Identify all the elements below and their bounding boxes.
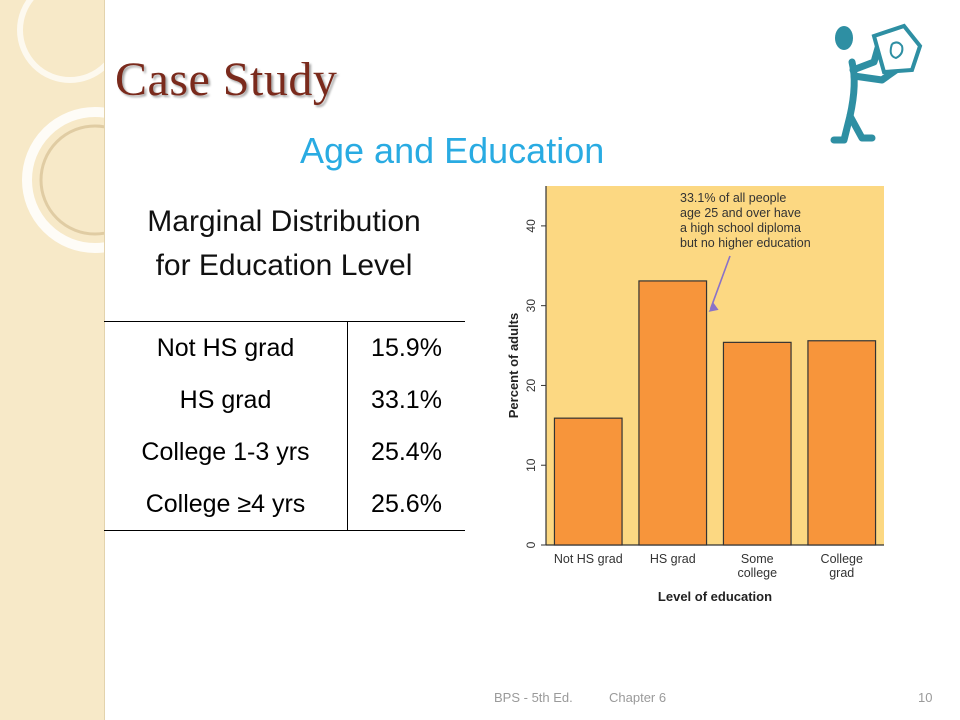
- decorative-sidebar: [0, 0, 105, 720]
- annotation-text: age 25 and over have: [680, 206, 801, 220]
- y-tick-label: 20: [524, 378, 538, 392]
- x-tick-label: Some: [741, 552, 774, 566]
- stick-figure-icon: [830, 23, 923, 144]
- bar: [553, 417, 623, 546]
- marginal-distribution-heading: Marginal Distribution for Education Leve…: [104, 200, 464, 288]
- x-tick-label: College: [821, 552, 863, 566]
- annotation-arrowhead: [708, 302, 719, 312]
- row-value: 25.6%: [371, 489, 442, 518]
- footer-page-number: 10: [918, 690, 933, 705]
- marginal-heading-line-1: Marginal Distribution: [147, 205, 421, 238]
- row-label: College 1-3 yrs: [104, 426, 348, 478]
- annotation-text: a high school diploma: [680, 221, 801, 235]
- bar: [638, 280, 708, 546]
- annotation-text: 33.1% of all people: [680, 191, 786, 205]
- x-tick-label: Not HS grad: [554, 552, 623, 566]
- page-subtitle: Age and Education: [300, 130, 605, 171]
- footer-book: BPS - 5th Ed.: [494, 690, 573, 705]
- row-label: HS grad: [104, 374, 348, 426]
- sidebar-circles: [17, 0, 104, 253]
- y-axis-label: Percent of adults: [506, 313, 521, 418]
- table-row: College 1-3 yrs 25.4%: [104, 426, 465, 478]
- table-row: College ≥4 yrs 25.6%: [104, 478, 465, 531]
- row-value: 33.1%: [371, 385, 442, 414]
- table-row: Not HS grad 15.9%: [104, 321, 465, 374]
- y-tick-label: 40: [524, 219, 538, 233]
- x-axis-label: Level of education: [658, 589, 772, 604]
- education-bar-chart: 0 10 20 30 40 Percent of adults Not HS grad HS …: [506, 186, 884, 604]
- x-tick-label: HS grad: [650, 552, 696, 566]
- row-value: 25.4%: [371, 437, 442, 466]
- row-label: Not HS grad: [104, 321, 348, 374]
- marginal-heading-line-2: for Education Level: [155, 249, 413, 282]
- footer-chapter: Chapter 6: [609, 690, 667, 705]
- table-row: HS grad 33.1%: [104, 374, 465, 426]
- bar: [807, 340, 877, 546]
- y-tick-label: 30: [524, 299, 538, 313]
- bar: [722, 341, 792, 546]
- annotation-arrow: [709, 255, 731, 310]
- page-title: Case Study: [115, 53, 338, 106]
- row-label: College ≥4 yrs: [104, 478, 348, 531]
- x-tick-label: grad: [829, 566, 854, 580]
- x-tick-label: college: [737, 566, 777, 580]
- annotation-text: but no higher education: [680, 236, 811, 250]
- y-tick-label: 0: [524, 541, 538, 548]
- marginal-distribution-table: Not HS grad 15.9% HS grad 33.1% College …: [104, 321, 465, 531]
- y-tick-label: 10: [524, 458, 538, 472]
- row-value: 15.9%: [371, 333, 442, 362]
